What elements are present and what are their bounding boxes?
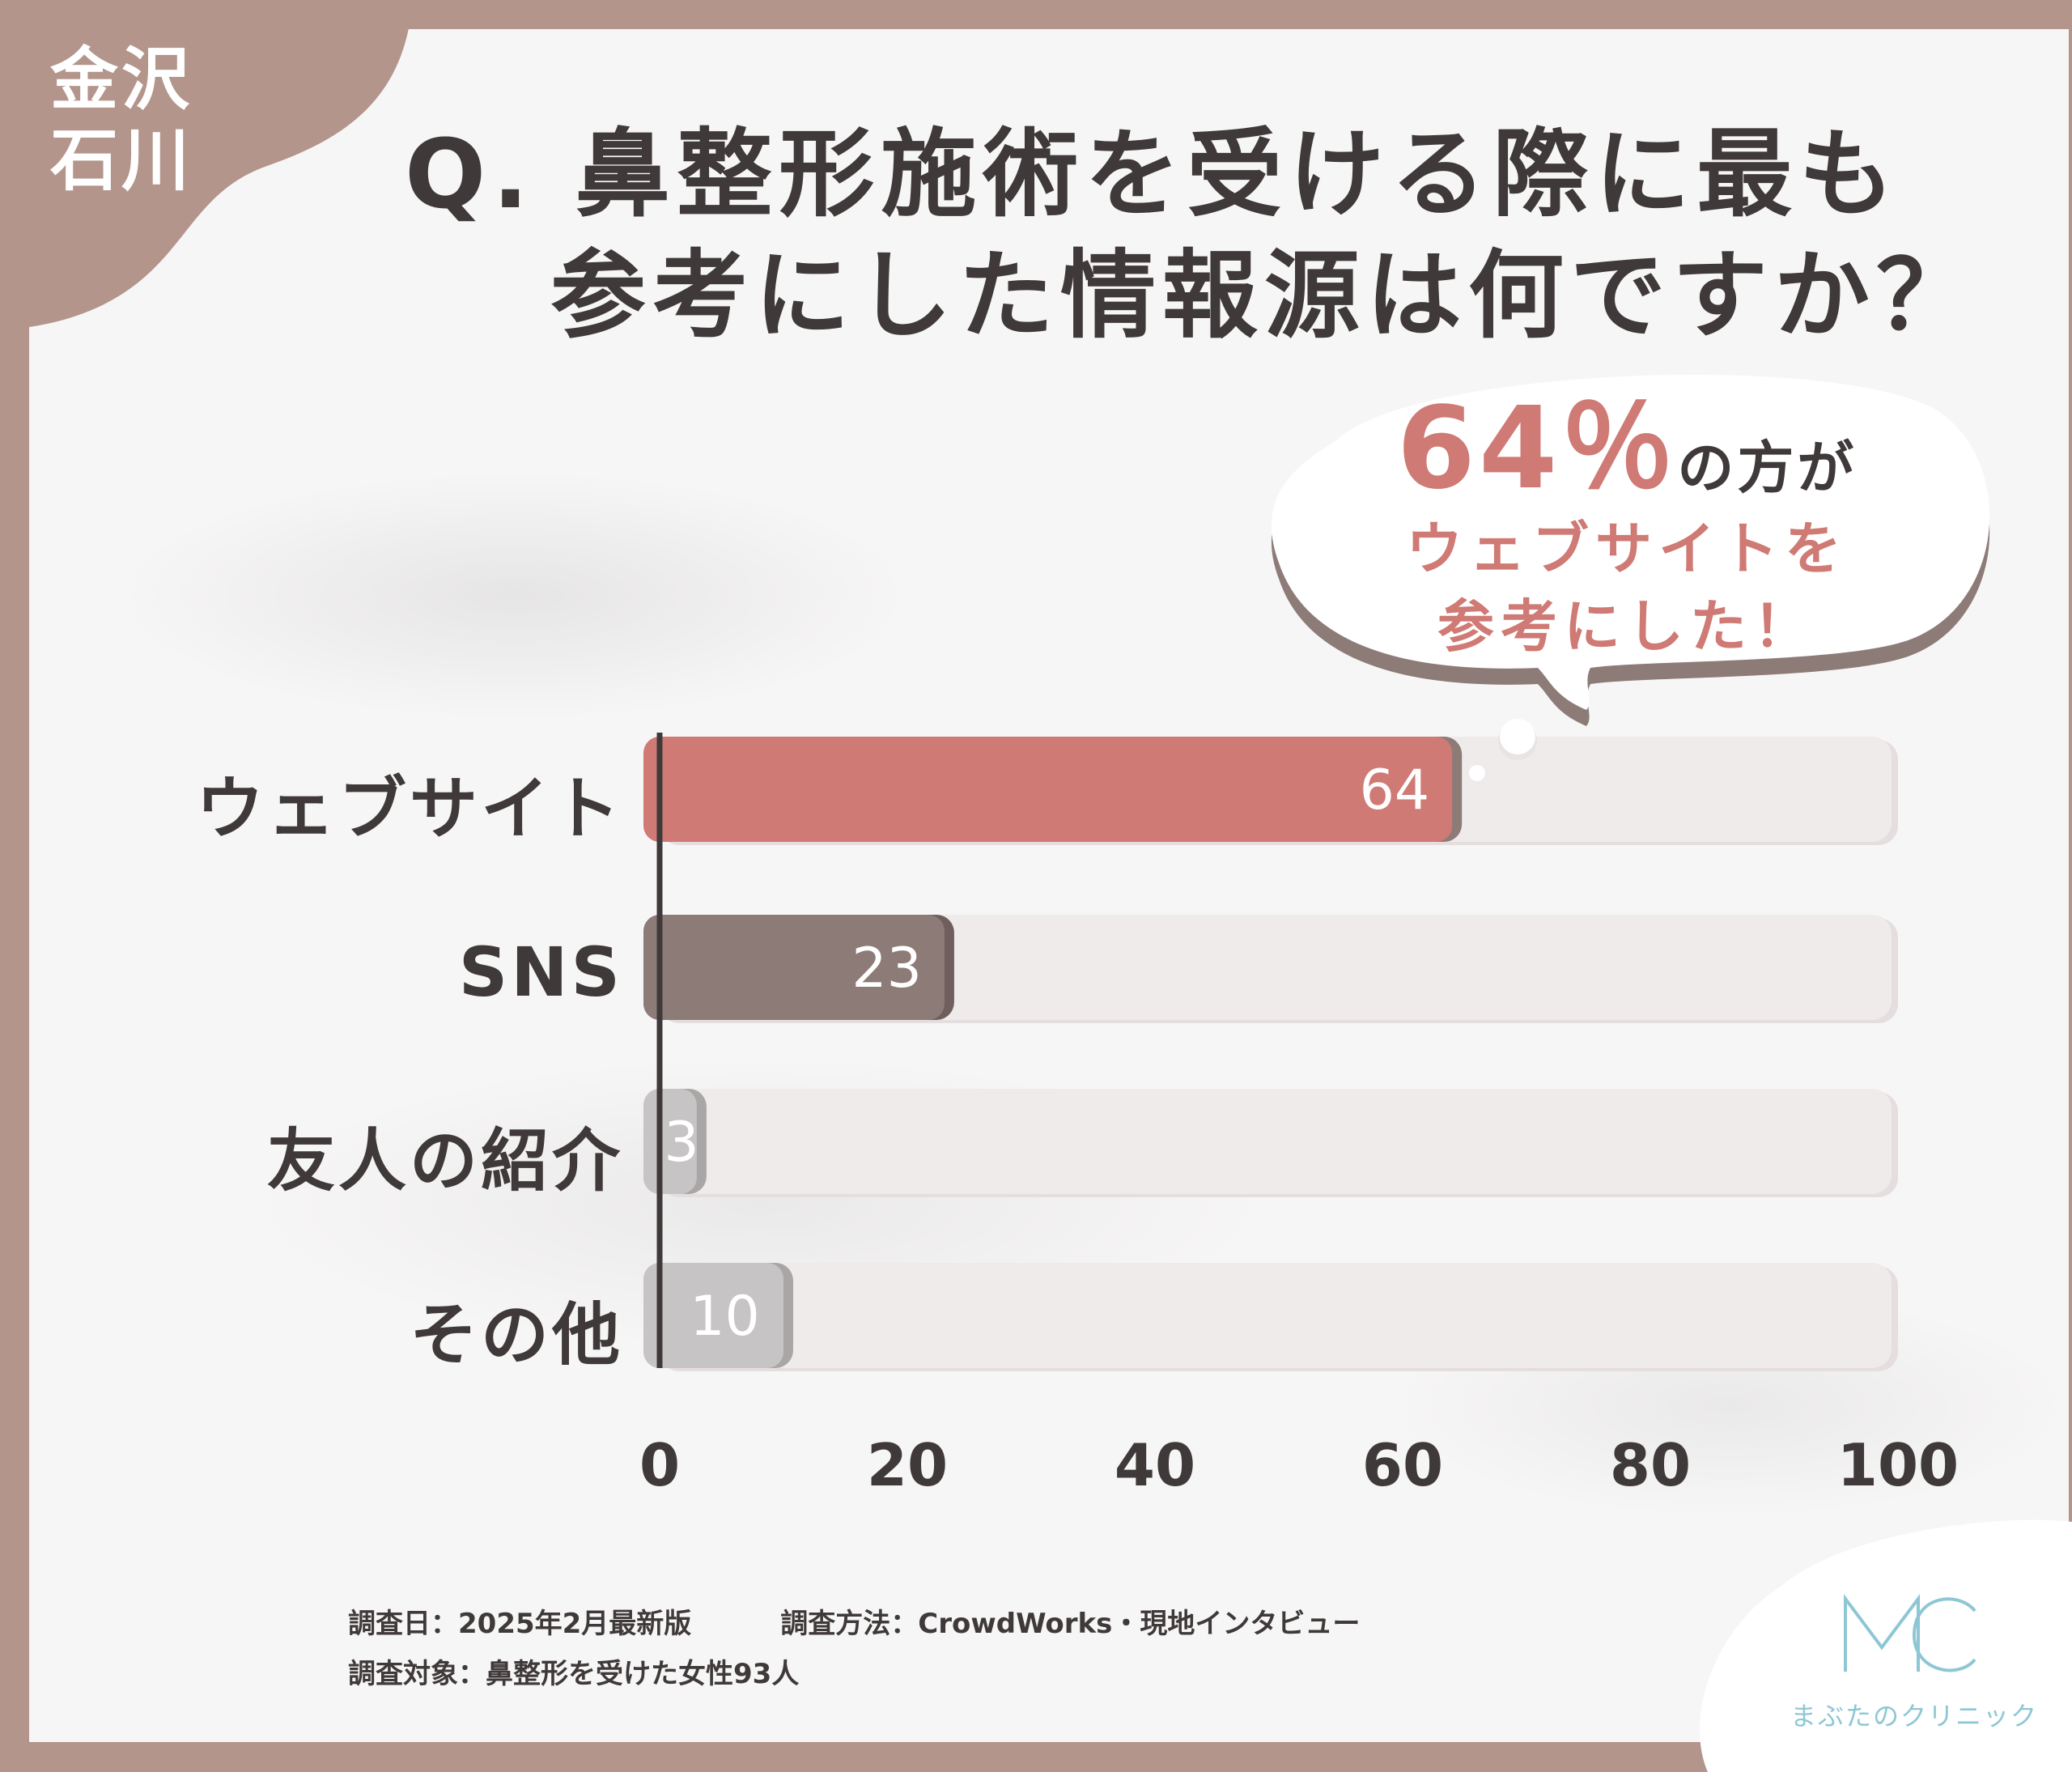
callout-text: 64％の方が ウェブサイトを 参考にした！ bbox=[1327, 389, 1926, 665]
bar-value-label: 10 bbox=[690, 1285, 760, 1349]
callout-line-3: 参考にした！ bbox=[1437, 593, 1816, 660]
callout-percent: 64％ bbox=[1396, 383, 1678, 515]
bar bbox=[643, 915, 945, 1020]
category-label: ウェブサイト bbox=[195, 769, 623, 848]
callout-bubble bbox=[1271, 374, 1990, 726]
mc-logo-icon bbox=[1844, 1594, 1976, 1672]
bar bbox=[643, 1263, 783, 1368]
survey-footer: 調査日：2025年2月最新版 調査方法：CrowdWorks・現地インタビュー 調… bbox=[348, 1599, 1360, 1699]
x-tick-label: 40 bbox=[1115, 1431, 1195, 1499]
region-prefecture: 石川 bbox=[50, 121, 193, 200]
survey-target: 調査対象：鼻整形を受けた女性93人 bbox=[348, 1658, 800, 1690]
callout-dot-large bbox=[1500, 719, 1535, 754]
survey-date: 調査日：2025年2月最新版 bbox=[348, 1608, 692, 1640]
bar-value-label: 3 bbox=[664, 1111, 698, 1175]
x-tick-label: 0 bbox=[639, 1431, 680, 1499]
page-title: Q. 鼻整形施術を受ける際に最も 参考にした情報源は何ですか？ bbox=[405, 113, 2015, 356]
region-badge-shape bbox=[0, 0, 413, 330]
region-badge: 金沢 石川 bbox=[50, 39, 212, 201]
callout-dot-small bbox=[1469, 765, 1485, 781]
category-label: その他 bbox=[409, 1295, 623, 1375]
category-label: 友人の紹介 bbox=[266, 1121, 623, 1200]
logo-backdrop bbox=[1700, 1519, 2072, 1772]
x-tick-label: 60 bbox=[1362, 1431, 1443, 1499]
bar-track bbox=[660, 1089, 1892, 1194]
bar-track bbox=[660, 1263, 1892, 1368]
callout-tail: の方が bbox=[1677, 435, 1858, 501]
title-line-2: 参考にした情報源は何ですか？ bbox=[550, 240, 1979, 351]
card-background bbox=[29, 29, 2069, 1742]
x-tick-label: 80 bbox=[1610, 1431, 1691, 1499]
survey-method: 調査方法：CrowdWorks・現地インタビュー bbox=[780, 1608, 1361, 1640]
x-tick-label: 20 bbox=[867, 1431, 948, 1499]
bar bbox=[643, 1089, 697, 1194]
bar-value-label: 23 bbox=[851, 937, 922, 1001]
bar-value-label: 64 bbox=[1360, 759, 1430, 822]
category-label: SNS bbox=[458, 933, 623, 1012]
region-city: 金沢 bbox=[50, 40, 193, 119]
callout-line-2: ウェブサイトを bbox=[1406, 516, 1848, 582]
x-tick-label: 100 bbox=[1837, 1431, 1959, 1499]
bar-track bbox=[660, 915, 1892, 1020]
title-line-1: Q. 鼻整形施術を受ける際に最も bbox=[405, 118, 1901, 230]
clinic-name: まぶたのクリニック bbox=[1790, 1701, 2038, 1732]
bar bbox=[643, 737, 1453, 842]
